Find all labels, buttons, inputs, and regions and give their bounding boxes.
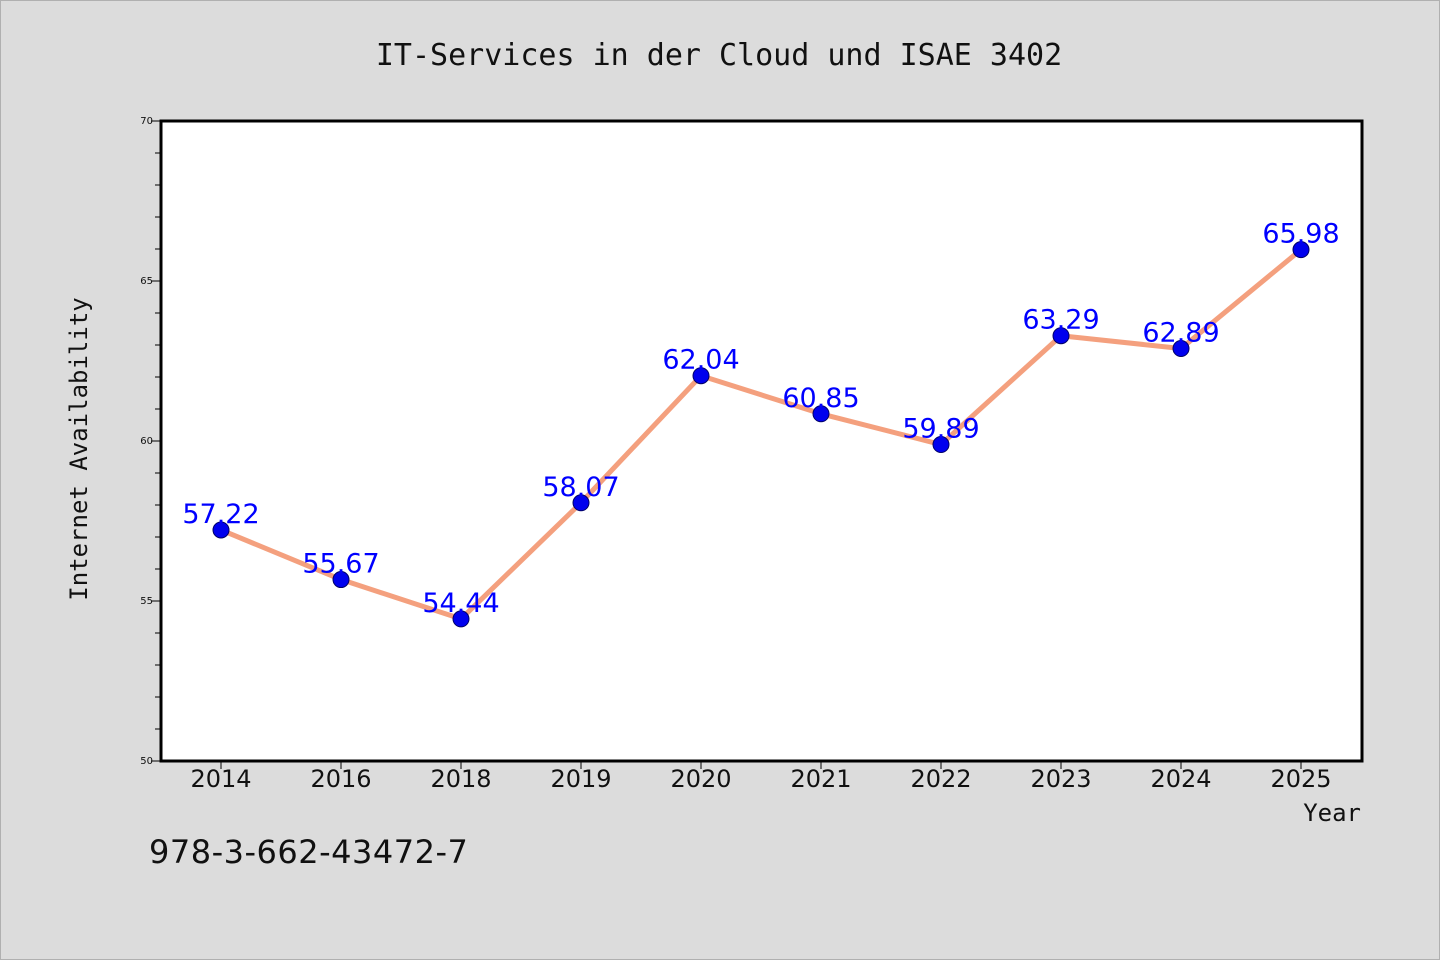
y-tick-label: 65: [140, 276, 153, 287]
x-tick-label: 2016: [310, 765, 371, 793]
x-tick-label: 2022: [910, 765, 971, 793]
data-label: 62.89: [1142, 318, 1219, 349]
isbn-text: 978-3-662-43472-7: [149, 833, 469, 871]
data-point: [572, 494, 590, 512]
data-label: 57.22: [182, 499, 259, 530]
data-point: [692, 367, 710, 385]
y-tick-label: 70: [140, 116, 153, 127]
x-tick-label: 2021: [790, 765, 851, 793]
y-axis-label: Internet Availability: [65, 297, 93, 600]
x-tick-label: 2020: [670, 765, 731, 793]
y-tick-label: 55: [140, 596, 153, 607]
y-axis-ticks: 50 55 60 65 70: [140, 116, 161, 767]
data-label: 60.85: [782, 383, 859, 414]
x-axis-label: Year: [1303, 799, 1361, 827]
chart-title: IT-Services in der Cloud und ISAE 3402: [376, 38, 1062, 73]
data-label: 65.98: [1262, 219, 1339, 250]
x-tick-label: 2023: [1030, 765, 1091, 793]
x-tick-label: 2014: [190, 765, 251, 793]
data-point: [1172, 340, 1190, 358]
y-tick-label: 60: [140, 436, 153, 447]
data-label: 58.07: [542, 472, 619, 503]
data-label: 62.04: [662, 345, 739, 376]
data-point: [932, 436, 950, 454]
x-tick-label: 2019: [550, 765, 611, 793]
data-label: 63.29: [1022, 305, 1099, 336]
data-point: [812, 405, 830, 423]
data-label: 54.44: [422, 588, 499, 619]
data-point: [212, 521, 230, 539]
data-point: [1292, 241, 1310, 259]
data-point: [452, 610, 470, 628]
x-tick-label: 2024: [1150, 765, 1211, 793]
plot-area: [159, 119, 1364, 763]
x-tick-label: 2018: [430, 765, 491, 793]
data-label: 59.89: [902, 414, 979, 445]
series-group: 57.22 55.67 54.44 58.07 62.04 60.85 59.89 63.29…: [182, 219, 1340, 628]
data-point: [332, 571, 350, 589]
x-tick-label: 2025: [1270, 765, 1331, 793]
x-axis-ticks: 2014 2016 2018 2019 2020 2021 2022 2023 2024 2025: [190, 761, 1332, 793]
y-tick-label: 50: [140, 756, 153, 767]
data-label: 55.67: [302, 549, 379, 580]
series-line: [218, 247, 1304, 622]
data-point: [1052, 327, 1070, 345]
